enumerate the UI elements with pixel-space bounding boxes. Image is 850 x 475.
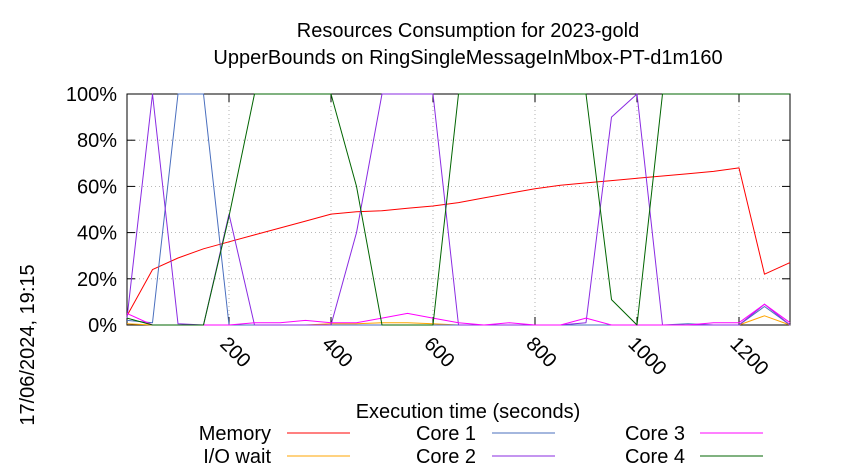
plot-border [126,93,791,326]
series-line-core-1 [126,93,791,326]
legend-label: Memory [199,423,271,445]
timestamp-label: 17/06/2024, 19:15 [17,264,39,425]
series-line-core-4 [126,93,790,326]
chart-title-line1: Resources Consumption for 2023-gold [297,20,639,42]
y-tick-label: 0% [88,315,117,337]
y-tick-label: 100% [66,84,117,106]
x-tick-label: 1200 [725,333,772,380]
grid-lines [127,94,790,325]
y-tick-label: 20% [77,269,117,291]
x-axis-label: Execution time (seconds) [356,401,581,423]
legend-label: Core 4 [625,446,685,468]
legend-label: Core 3 [625,423,685,445]
y-tick-label: 80% [77,130,117,152]
series-lines [126,93,791,326]
y-tick-label: 40% [77,223,117,245]
x-tick-label: 200 [215,333,254,372]
legend-label: I/O wait [203,446,271,468]
series-line-memory [126,167,791,317]
x-tick-label: 600 [419,333,458,372]
legend-label: Core 1 [416,423,476,445]
x-tick-label: 400 [317,333,356,372]
legend-label: Core 2 [416,446,476,468]
plot-frame [126,93,791,326]
x-tick-label: 800 [521,333,560,372]
y-tick-label: 60% [77,176,117,198]
chart-title-line2: UpperBounds on RingSingleMessageInMbox-P… [213,47,722,69]
series-line-core-2 [126,93,791,326]
x-tick-label: 1000 [623,333,670,380]
x-axis: 200 400 600 800 1000 1200 [215,94,772,380]
series-line-core-3 [126,303,791,326]
